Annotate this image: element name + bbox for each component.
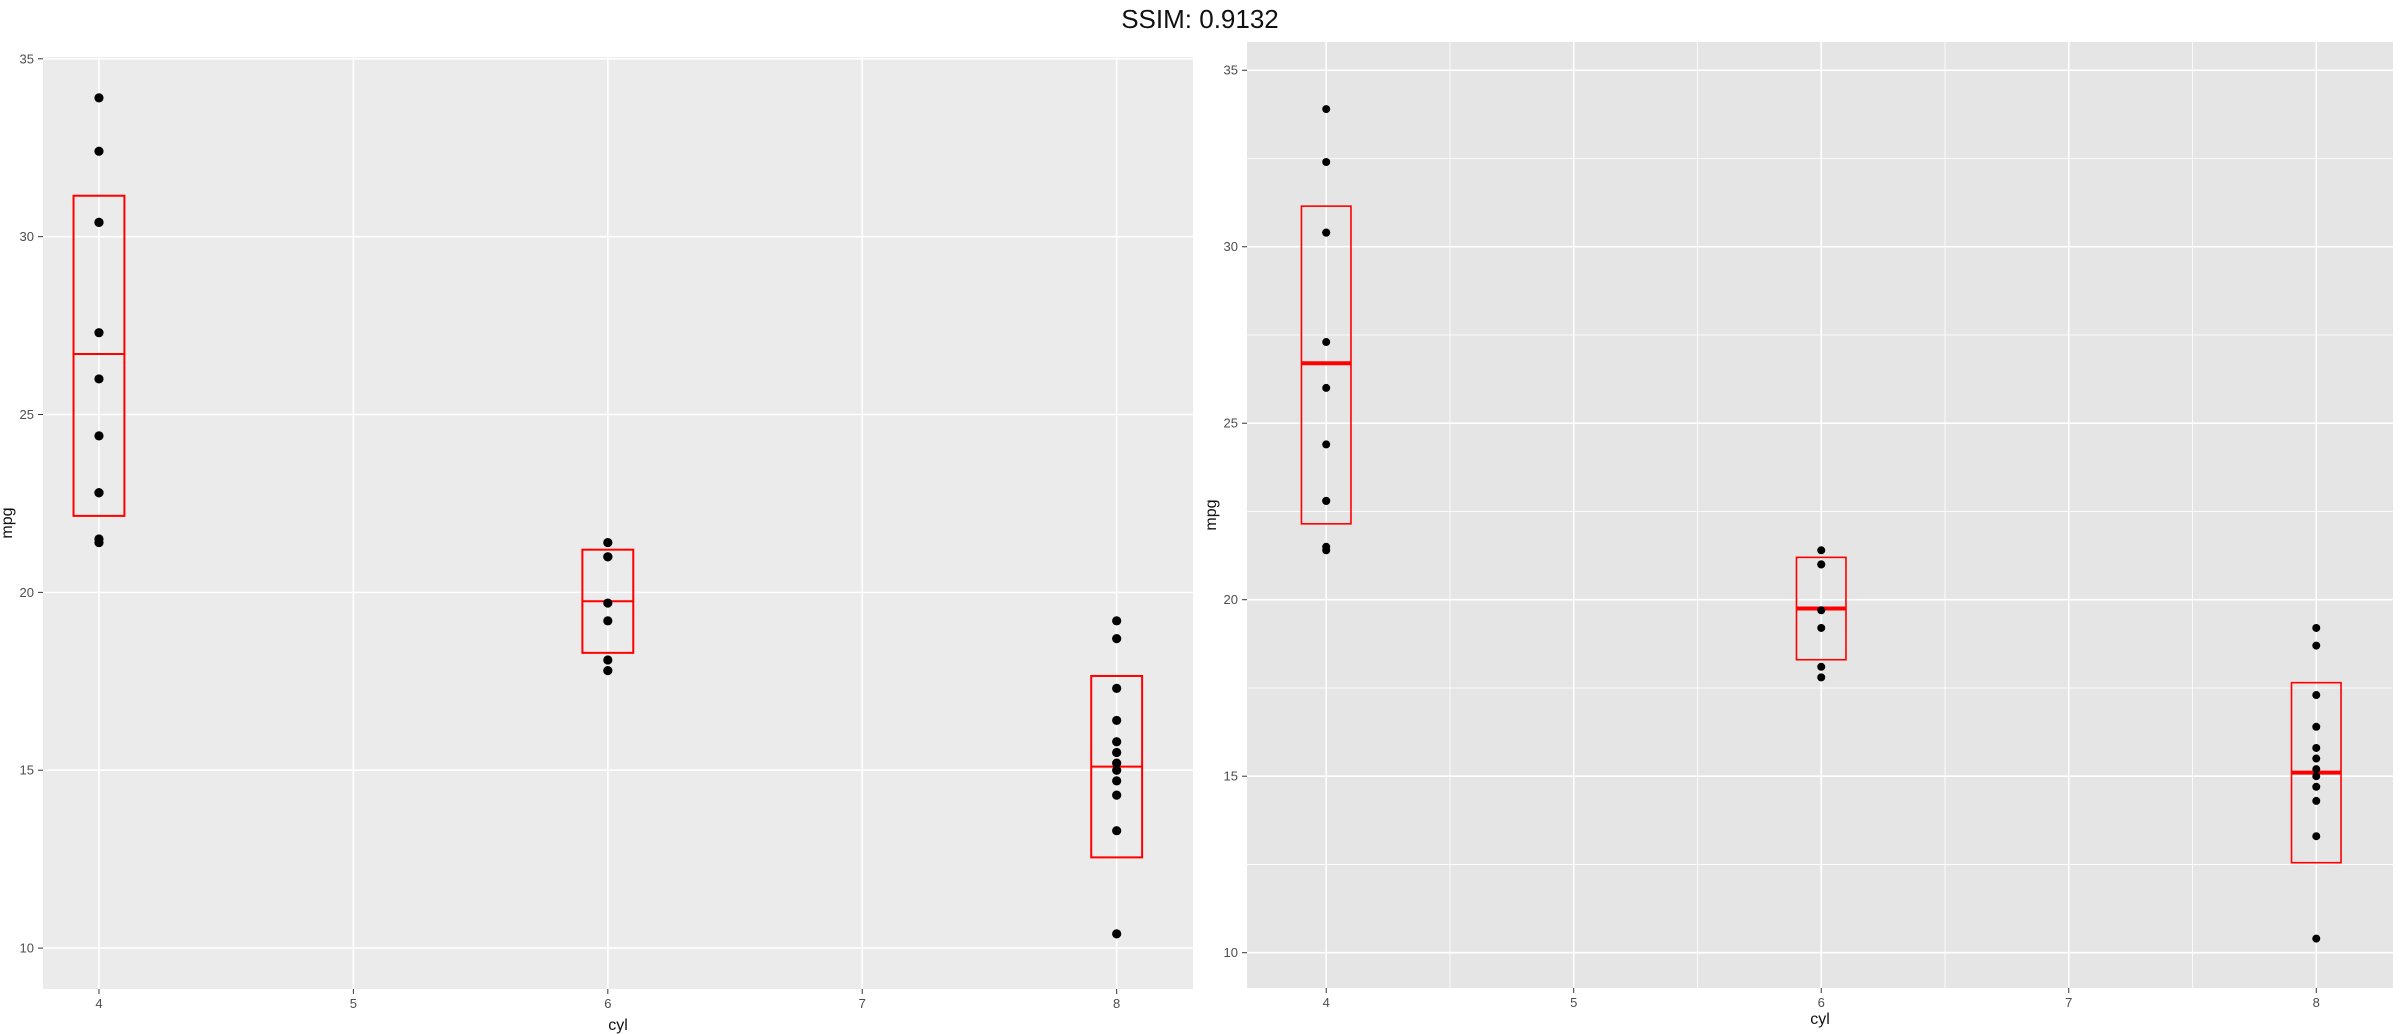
data-point — [1112, 616, 1122, 626]
data-point — [603, 598, 613, 608]
data-point — [1817, 560, 1826, 569]
data-point — [1322, 158, 1331, 167]
x-axis-title: cyl — [608, 1017, 628, 1034]
data-point — [2312, 772, 2321, 781]
x-tick-label: 4 — [1323, 995, 1330, 1010]
data-point — [1112, 790, 1122, 800]
data-point — [94, 431, 104, 441]
x-axis-title: cyl — [1810, 1011, 1830, 1028]
data-point — [94, 488, 104, 498]
data-point — [1112, 929, 1122, 939]
data-point — [603, 552, 613, 562]
y-axis-title: mpg — [1203, 499, 1220, 530]
data-point — [1817, 662, 1826, 671]
box-cyl-4 — [72, 194, 126, 517]
y-tick-label: 20 — [1224, 592, 1238, 607]
data-point — [1112, 776, 1122, 786]
data-point — [1322, 105, 1331, 114]
y-tick-label: 15 — [20, 763, 34, 778]
data-point — [1322, 383, 1331, 392]
data-point — [2312, 743, 2321, 752]
data-point — [2312, 796, 2321, 805]
data-point — [603, 537, 613, 548]
data-point — [1817, 606, 1826, 615]
x-tick-label: 5 — [1570, 995, 1577, 1010]
data-point — [94, 328, 104, 338]
y-tick-label: 30 — [20, 229, 34, 244]
y-tick-label: 10 — [1224, 945, 1238, 960]
data-point — [2312, 765, 2321, 774]
plot-background — [1247, 42, 2393, 988]
y-tick-label: 35 — [1224, 63, 1238, 78]
plot-background — [43, 57, 1193, 989]
data-point — [1112, 634, 1122, 644]
data-point — [1322, 228, 1331, 237]
data-point — [603, 616, 613, 626]
data-point — [2312, 623, 2321, 632]
data-point — [1112, 826, 1122, 836]
y-tick-label: 25 — [20, 407, 34, 422]
data-point — [1112, 683, 1122, 694]
data-point — [2312, 641, 2321, 650]
x-tick-label: 7 — [859, 996, 866, 1011]
chart-panel-1: 10 15 20 25 30 35 4 5 6 7 8 cyl mpg — [0, 51, 1193, 1034]
data-point — [1112, 747, 1122, 758]
data-point — [2312, 832, 2321, 841]
data-point — [1817, 623, 1826, 632]
data-point — [2312, 722, 2321, 731]
data-point — [94, 537, 104, 548]
chart-panel-2: 10 15 20 25 30 35 4 5 6 7 8 cyl mpg — [1203, 42, 2393, 1028]
data-point — [1112, 737, 1122, 747]
data-point — [1322, 546, 1331, 555]
data-point — [603, 655, 613, 665]
data-point — [2312, 754, 2321, 763]
y-tick-label: 15 — [1224, 769, 1238, 784]
x-tick-label: 8 — [1113, 996, 1120, 1011]
data-point — [94, 93, 104, 103]
data-point — [1817, 546, 1826, 555]
y-tick-label: 10 — [20, 941, 34, 956]
data-point — [1817, 673, 1826, 682]
data-point — [94, 374, 104, 384]
x-tick-label: 4 — [95, 996, 102, 1011]
x-tick-label: 8 — [2313, 995, 2320, 1010]
x-tick-label: 6 — [1818, 995, 1825, 1010]
data-point — [94, 146, 104, 156]
data-point — [1112, 758, 1122, 768]
figure-title: SSIM: 0.9132 — [1121, 4, 1279, 34]
data-point — [1322, 338, 1331, 347]
data-point — [1322, 496, 1331, 505]
x-tick-label: 5 — [350, 996, 357, 1011]
x-tick-label: 6 — [604, 996, 611, 1011]
data-point — [2312, 782, 2321, 791]
data-point — [1112, 715, 1122, 726]
data-point — [2312, 934, 2321, 943]
y-axis-title: mpg — [0, 507, 16, 538]
data-point — [2312, 691, 2321, 700]
x-tick-label: 7 — [2065, 995, 2072, 1010]
y-tick-label: 35 — [20, 51, 34, 66]
y-tick-label: 30 — [1224, 239, 1238, 254]
data-point — [1112, 765, 1122, 775]
y-tick-label: 25 — [1224, 416, 1238, 431]
data-point — [603, 666, 613, 676]
data-point — [94, 217, 104, 228]
y-tick-label: 20 — [20, 585, 34, 600]
data-point — [1322, 440, 1331, 449]
